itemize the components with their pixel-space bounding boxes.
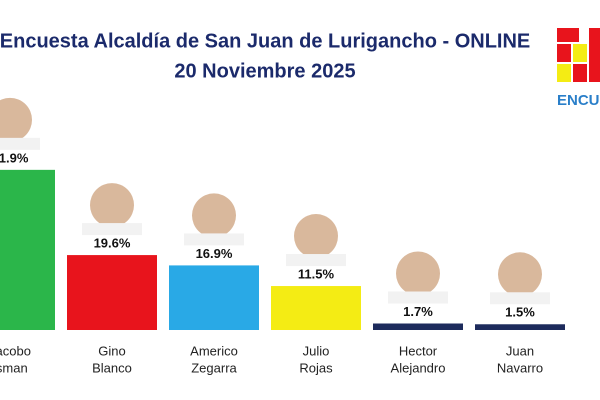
candidate-photo — [192, 193, 236, 238]
data-label: 16.9% — [196, 246, 233, 261]
candidate-shirt — [490, 292, 550, 305]
candidate-shirt — [388, 291, 448, 304]
x-tick-label: Jacobo — [0, 343, 31, 358]
candidate-photo — [498, 252, 542, 297]
x-tick-label: Americo — [190, 343, 238, 358]
logo: ENCUESTA — [557, 28, 600, 109]
logo-block — [573, 44, 587, 62]
candidate-shirt — [286, 254, 346, 267]
x-tick-label: Juan — [506, 343, 534, 358]
candidate-shirt — [184, 233, 244, 246]
x-tick-label: Alejandro — [391, 360, 446, 375]
bar — [169, 265, 259, 330]
logo-block — [589, 28, 600, 82]
candidate-photo — [294, 214, 338, 259]
x-tick-label: Hector — [399, 343, 438, 358]
x-tick-label: Navarro — [497, 360, 543, 375]
data-label: 1.5% — [505, 305, 535, 320]
candidate-shirt — [0, 137, 40, 150]
x-tick-label: Blanco — [92, 360, 132, 375]
data-label: 19.6% — [94, 236, 131, 251]
chart-title: Encuesta Alcaldía de San Juan de Lurigan… — [0, 30, 530, 52]
logo-block — [557, 28, 579, 42]
bar — [373, 323, 463, 330]
candidate-shirt — [82, 223, 142, 236]
data-label: 41.9% — [0, 150, 29, 165]
x-tick-label: Isman — [0, 360, 28, 375]
bar — [67, 255, 157, 330]
logo-block — [557, 64, 571, 82]
logo-text: ENCUESTA — [557, 92, 600, 109]
candidate-photo — [396, 251, 440, 296]
logo-block — [573, 64, 587, 82]
candidate-photo — [0, 97, 32, 142]
chart-subtitle: 20 Noviembre 2025 — [174, 60, 355, 82]
x-tick-label: Julio — [303, 343, 330, 358]
x-tick-label: Zegarra — [191, 360, 237, 375]
x-tick-label: Gino — [98, 343, 125, 358]
bar — [475, 324, 565, 330]
candidate-photo — [90, 183, 134, 228]
x-tick-label: Rojas — [299, 360, 333, 375]
logo-block — [557, 44, 571, 62]
bar — [0, 169, 55, 330]
data-label: 1.7% — [403, 304, 433, 319]
bar — [271, 286, 361, 330]
data-label: 11.5% — [298, 266, 335, 281]
